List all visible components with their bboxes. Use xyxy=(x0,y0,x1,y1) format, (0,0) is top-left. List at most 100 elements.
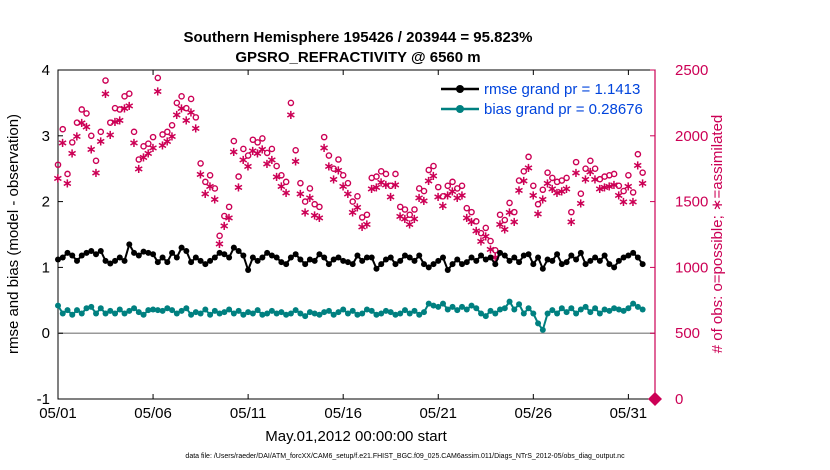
rmse-point xyxy=(506,257,513,264)
rmse-point xyxy=(449,261,456,268)
bias-point xyxy=(230,310,237,317)
assimilated-obs-point: ∗ xyxy=(637,177,648,192)
rmse-point xyxy=(349,261,356,268)
rmse-point xyxy=(468,254,475,261)
rmse-point xyxy=(93,251,100,258)
rmse-point xyxy=(264,249,271,256)
rmse-point xyxy=(601,252,608,259)
rmse-point xyxy=(444,267,451,274)
rmse-point xyxy=(639,261,646,268)
rmse-point xyxy=(454,256,461,263)
rmse-point xyxy=(530,261,537,268)
assimilated-obs-point: ∗ xyxy=(309,208,320,223)
possible-obs-point xyxy=(249,136,257,144)
possible-obs-point xyxy=(382,170,390,178)
possible-obs-point xyxy=(240,145,247,153)
assimilated-obs-point: ∗ xyxy=(171,108,182,123)
rmse-point xyxy=(492,261,499,268)
bias-point xyxy=(64,307,71,314)
assimilated-obs-point: ∗ xyxy=(414,191,425,206)
assimilated-obs-point: ∗ xyxy=(442,189,453,204)
possible-obs-point xyxy=(140,143,147,150)
rmse-point xyxy=(554,251,561,258)
assimilated-obs-point: ∗ xyxy=(385,190,396,205)
rmse-point xyxy=(544,256,551,263)
possible-obs-point xyxy=(615,182,623,190)
assimilated-obs-point: ∗ xyxy=(209,192,220,207)
assimilated-obs-point: ∗ xyxy=(224,211,235,226)
bias-point xyxy=(97,305,104,312)
rmse-point xyxy=(573,256,580,263)
possible-obs-point xyxy=(187,95,195,103)
assimilated-obs-point: ∗ xyxy=(271,170,282,185)
assimilated-obs-point: ∗ xyxy=(81,120,92,135)
bias-point xyxy=(173,310,180,317)
x-tick-label: 05/06 xyxy=(134,405,172,422)
possible-obs-point xyxy=(197,160,204,167)
rmse-point xyxy=(634,254,641,261)
assimilated-obs-point: ∗ xyxy=(100,87,111,102)
bias-point xyxy=(325,307,332,314)
possible-obs-point xyxy=(525,153,532,161)
bias-point xyxy=(535,320,542,327)
assimilated-obs-point: ∗ xyxy=(371,181,382,196)
assimilated-obs-point: ∗ xyxy=(390,178,401,193)
rmse-point xyxy=(150,251,157,258)
rmse-point xyxy=(482,256,489,263)
possible-obs-point xyxy=(415,185,423,192)
data-file-footnote: data file: /Users/raeder/DAI/ATM_forcXX/… xyxy=(185,453,625,460)
rmse-point xyxy=(606,261,613,268)
rmse-point xyxy=(292,251,299,258)
possible-obs-point xyxy=(73,119,81,126)
bias-point xyxy=(487,307,494,314)
bias-point xyxy=(596,310,603,317)
bias-point xyxy=(520,310,527,317)
possible-obs-point xyxy=(596,175,604,183)
assimilated-obs-point: ∗ xyxy=(91,166,102,181)
bias-point xyxy=(321,309,328,316)
y-axis-right-label: # of obs: o=possible; ∗=assimilated xyxy=(709,115,726,354)
possible-obs-point xyxy=(463,204,471,212)
rmse-point xyxy=(221,251,228,258)
rmse-point xyxy=(259,254,266,261)
assimilated-obs-point: ∗ xyxy=(148,141,159,156)
assimilated-obs-point: ∗ xyxy=(466,215,477,230)
bias-series xyxy=(55,298,646,333)
rmse-point xyxy=(107,260,114,267)
possible-obs-point xyxy=(520,168,528,175)
rmse-point xyxy=(416,252,423,259)
rmse-point xyxy=(283,261,290,268)
possible-obs-point xyxy=(206,171,214,179)
rmse-point xyxy=(615,257,622,264)
assimilated-obs-point: ∗ xyxy=(480,229,491,244)
assimilated-obs-point: ∗ xyxy=(604,179,615,194)
bias-point xyxy=(59,310,66,317)
rmse-point xyxy=(112,257,119,264)
rmse-point xyxy=(582,261,589,268)
possible-obs-point xyxy=(511,208,518,216)
rmse-point xyxy=(216,249,223,256)
legend-rmse-label: rmse grand pr = 1.1413 xyxy=(484,81,640,98)
rmse-point xyxy=(373,265,380,272)
rmse-point xyxy=(226,254,233,261)
possible-obs-point xyxy=(501,216,509,224)
bias-point xyxy=(126,307,133,314)
rmse-point xyxy=(563,259,570,266)
bias-point xyxy=(183,305,190,312)
assimilated-obs-point: ∗ xyxy=(561,182,572,197)
possible-obs-point xyxy=(363,211,371,219)
bias-point xyxy=(145,307,152,314)
legend-rmse-marker xyxy=(456,85,464,93)
rmse-point xyxy=(273,254,280,261)
y-right-tick-label: 2000 xyxy=(675,128,708,145)
bias-point xyxy=(615,306,622,313)
y-right-tick-label: 2500 xyxy=(675,62,708,79)
possible-obs-point xyxy=(354,193,361,200)
assimilated-obs-point: ∗ xyxy=(110,115,121,130)
rmse-point xyxy=(406,254,413,261)
possible-obs-point xyxy=(225,203,233,211)
possible-obs-point xyxy=(515,177,523,184)
possible-obs-point xyxy=(577,190,585,198)
bias-point xyxy=(611,305,618,312)
possible-obs-point xyxy=(330,165,337,172)
